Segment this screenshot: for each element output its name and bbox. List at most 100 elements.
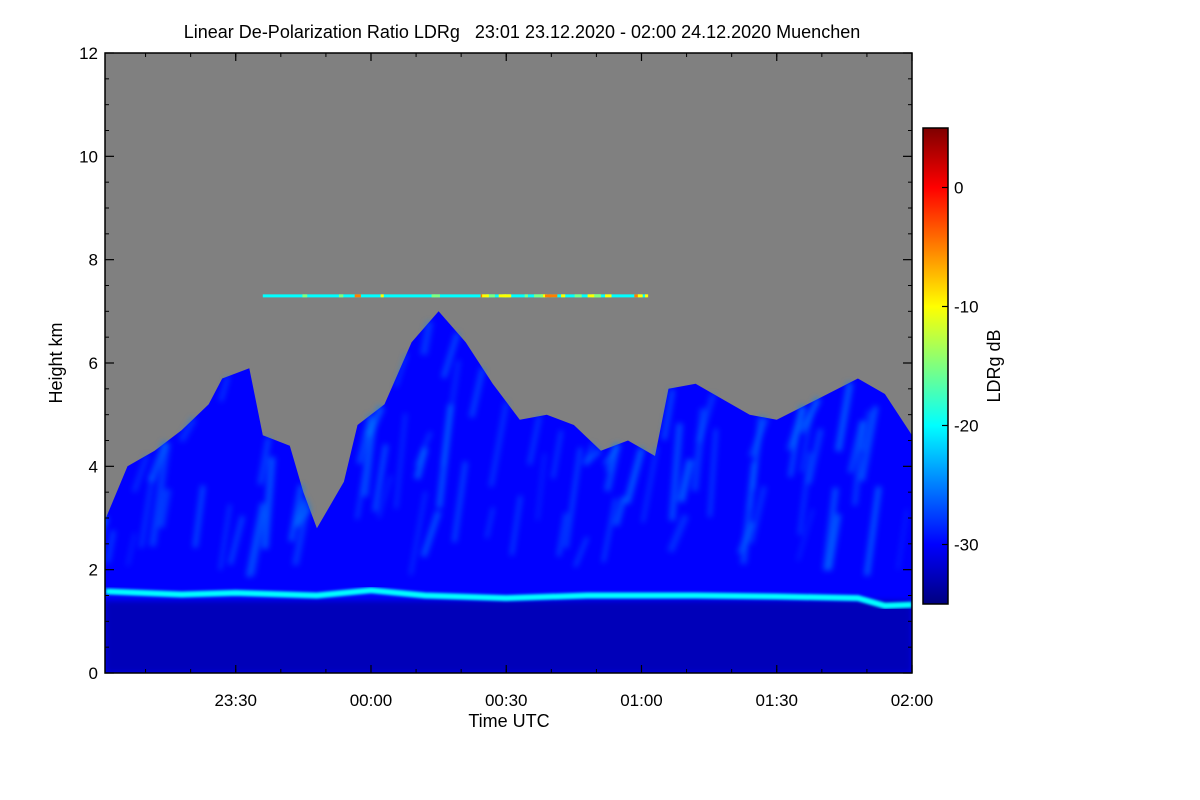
cloud-streak — [365, 405, 385, 438]
cloud-streak — [604, 443, 621, 492]
cloud-streak — [852, 420, 866, 506]
cloud-streak — [105, 517, 108, 524]
cloud-streak — [261, 456, 276, 550]
cirrus-pixel — [434, 294, 440, 298]
cirrus-pixel — [524, 294, 528, 298]
cloud-streak — [355, 427, 374, 520]
cirrus-pixel — [504, 294, 512, 298]
cirrus-pixel — [540, 294, 547, 298]
cloud-streak — [896, 509, 909, 570]
cloud-streak — [377, 475, 393, 519]
cirrus-pixel — [605, 294, 612, 298]
chart-title: Linear De-Polarization Ratio LDRg 23:01 … — [184, 22, 860, 42]
cirrus-pixel — [644, 294, 649, 298]
x-tick-label: 02:00 — [891, 691, 934, 710]
cloud-streak — [288, 484, 304, 542]
cloud-streak — [192, 485, 206, 548]
colorbar-label: LDRg dB — [984, 329, 1004, 402]
cloud-streak — [847, 420, 865, 474]
cirrus-pixel — [498, 294, 506, 298]
cirrus-pixel — [302, 294, 308, 298]
cloud-streak — [691, 408, 707, 492]
cloud-streak — [420, 510, 442, 558]
cloud-streak — [227, 515, 245, 566]
boundary-layer-fill — [105, 600, 912, 673]
cirrus-layer — [262, 294, 649, 298]
cloud-streak — [748, 417, 765, 510]
cloud-streak — [440, 332, 461, 379]
cloud-streak — [748, 485, 767, 544]
cloud-streak — [737, 521, 756, 555]
plot-area — [105, 53, 912, 673]
cloud-streak — [859, 405, 879, 482]
y-tick-label: 10 — [79, 147, 98, 166]
cloud-streak — [485, 507, 495, 539]
cloud-streak — [661, 389, 676, 441]
cloud-streak — [864, 486, 882, 576]
y-tick-label: 6 — [89, 354, 98, 373]
cirrus-pixel — [545, 294, 552, 298]
colorbar-tick-label: 0 — [954, 179, 963, 198]
cloud-streak — [468, 367, 486, 418]
cirrus-pixel — [574, 294, 582, 298]
cloud-streak — [527, 415, 542, 466]
colorbar — [922, 127, 949, 605]
x-tick-label: 23:30 — [214, 691, 257, 710]
cloud-streak — [834, 381, 854, 452]
cloud-streak — [805, 428, 824, 485]
x-axis: 23:30 00:00 00:30 01:00 01:30 02:00 — [145, 53, 934, 710]
y-axis: 0 2 4 6 8 10 12 — [79, 44, 912, 683]
cloud-streak — [178, 416, 197, 443]
cloud-streak — [696, 393, 717, 443]
x-tick-label: 00:00 — [350, 691, 393, 710]
cloud-streak — [667, 514, 689, 553]
cirrus-pixel — [637, 294, 643, 298]
y-tick-label: 8 — [89, 251, 98, 270]
cirrus-pixel — [482, 294, 489, 298]
x-tick-label: 01:00 — [620, 691, 663, 710]
cloud-streak — [294, 498, 308, 521]
cloud-streak — [551, 430, 563, 479]
cirrus-pixel — [431, 294, 435, 298]
colorbar-tick-label: -20 — [954, 417, 979, 436]
cloud-streak — [564, 447, 583, 549]
cirrus-pixel — [534, 294, 543, 298]
cloud-streak — [822, 487, 839, 571]
colorbar-tick-label: -30 — [954, 536, 979, 555]
y-tick-label: 2 — [89, 561, 98, 580]
cirrus-pixel — [634, 294, 640, 298]
cloud-streak — [409, 491, 428, 576]
cloud-streak — [582, 447, 602, 467]
cloud-streak — [509, 495, 523, 556]
cloud-streak — [440, 360, 461, 466]
cirrus-pixel — [594, 294, 602, 298]
cloud-streak — [556, 512, 568, 557]
cloud-streak — [126, 532, 137, 566]
cloud-streak — [677, 458, 694, 503]
x-axis-label: Time UTC — [468, 711, 549, 731]
cirrus-pixel — [548, 294, 558, 298]
cloud-streak — [613, 496, 627, 527]
cloud-streak — [139, 475, 155, 549]
colorbar-ticks: 0 -10 -20 -30 — [942, 179, 979, 555]
cloud-streak — [157, 488, 172, 529]
cirrus-pixel — [561, 294, 566, 298]
cloud-streak — [218, 504, 232, 570]
y-tick-label: 12 — [79, 44, 98, 63]
cirrus-pixel — [587, 294, 595, 298]
cloud-streak — [414, 447, 429, 480]
cirrus-pixel — [354, 294, 361, 298]
cloud-streak — [414, 431, 433, 467]
cloud-streak — [748, 416, 770, 458]
cloud-streak — [641, 446, 659, 523]
cloud-streak — [451, 461, 468, 543]
cloud-streak — [602, 498, 617, 563]
cloud-streak — [799, 413, 813, 473]
cloud-streak — [488, 401, 509, 487]
cloud-streak — [149, 442, 171, 547]
cloud-streak — [797, 452, 813, 536]
cloud-streak — [536, 453, 546, 521]
cirrus-pixel — [486, 294, 495, 298]
cloud-streak — [623, 447, 645, 505]
